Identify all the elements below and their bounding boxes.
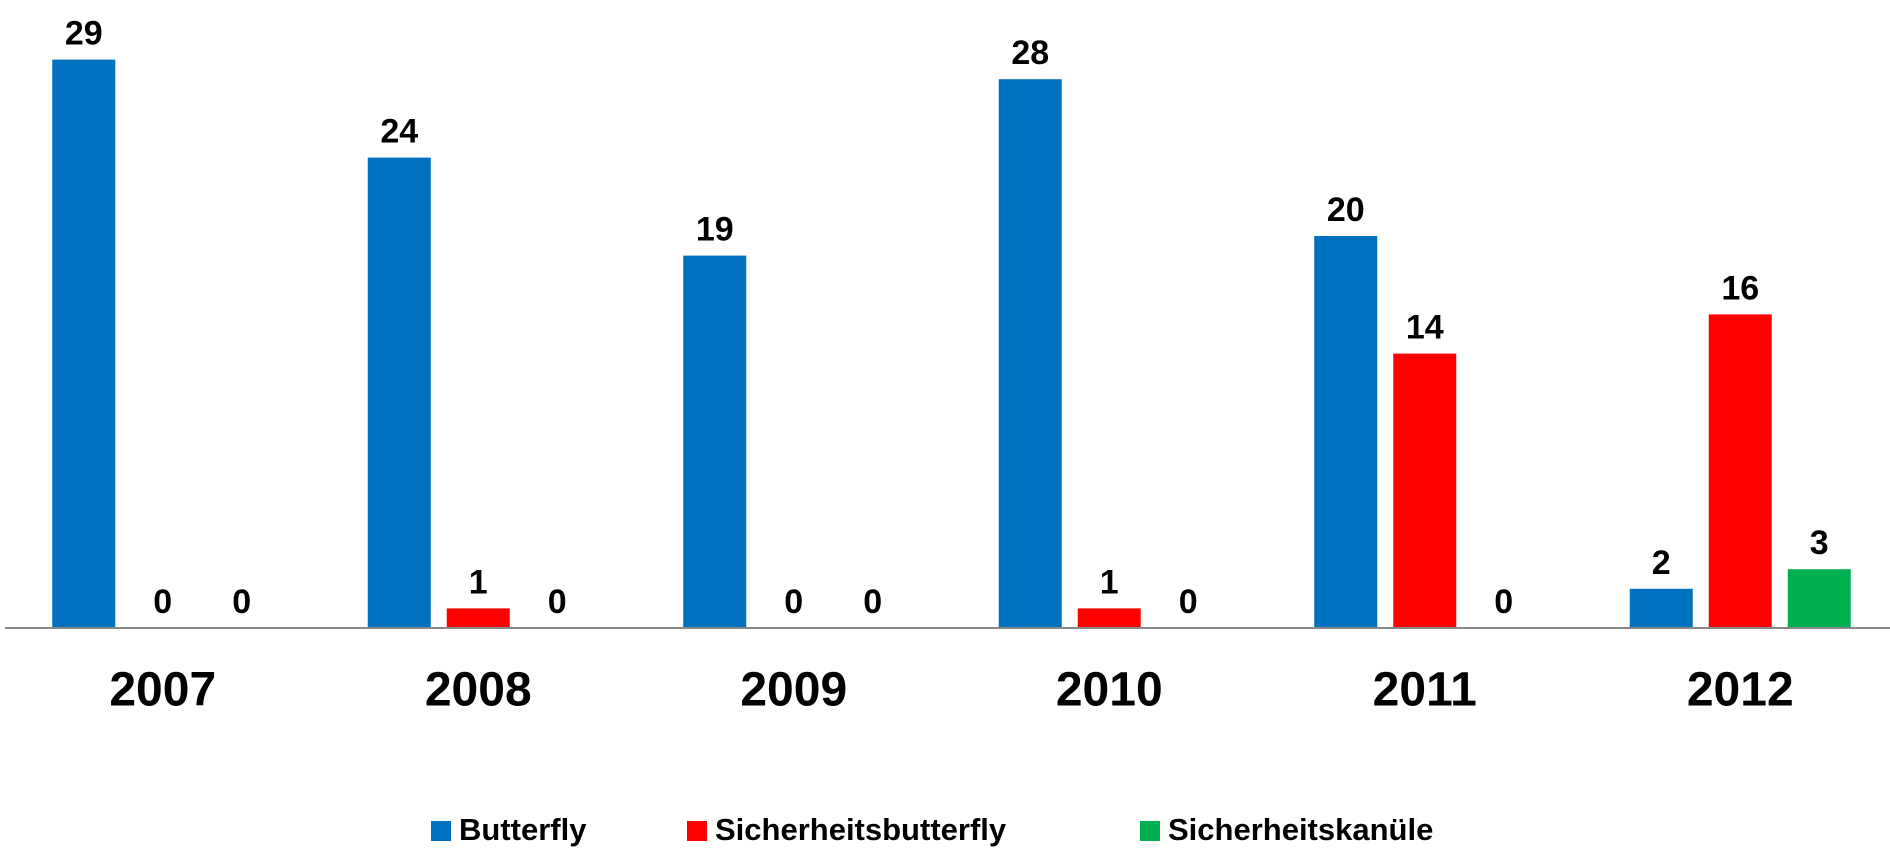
bar — [52, 59, 116, 629]
value-label: 14 — [1406, 309, 1444, 347]
value-label: 16 — [1721, 269, 1759, 307]
value-label: 0 — [232, 583, 251, 621]
bar — [1787, 569, 1851, 628]
value-label: 1 — [1100, 563, 1119, 601]
bar — [1077, 608, 1141, 628]
value-label: 2 — [1652, 544, 1671, 582]
x-tick-label: 2009 — [740, 664, 847, 717]
value-label: 0 — [153, 583, 172, 621]
x-tick-label: 2012 — [1687, 664, 1794, 717]
x-tick-label: 2011 — [1373, 664, 1477, 717]
x-tick-label: 2007 — [109, 664, 216, 717]
value-label: 1 — [469, 563, 488, 601]
x-tick-label: 2008 — [425, 664, 532, 717]
value-label: 29 — [65, 15, 103, 53]
value-label: 0 — [863, 583, 882, 621]
value-label: 20 — [1327, 191, 1365, 229]
bar — [683, 255, 747, 628]
x-tick-label: 2010 — [1056, 664, 1163, 717]
value-label: 28 — [1011, 34, 1049, 72]
legend-swatch — [687, 821, 707, 841]
legend-label: Sicherheitsbutterfly — [715, 812, 1007, 847]
value-label: 3 — [1810, 524, 1829, 562]
value-label: 0 — [784, 583, 803, 621]
bar — [1708, 314, 1772, 628]
value-label: 24 — [380, 113, 418, 151]
legend-swatch — [431, 821, 451, 841]
bar — [1629, 588, 1693, 628]
bar — [1393, 353, 1457, 628]
value-label: 19 — [696, 211, 734, 249]
legend-swatch — [1140, 821, 1160, 841]
legend-label: Sicherheitskanüle — [1168, 812, 1433, 847]
value-label: 0 — [548, 583, 567, 621]
value-label: 0 — [1179, 583, 1198, 621]
bar — [998, 79, 1062, 628]
bar — [446, 608, 510, 628]
bar — [1314, 236, 1378, 628]
value-label: 0 — [1494, 583, 1513, 621]
legend-label: Butterfly — [459, 812, 587, 847]
bar — [367, 157, 431, 628]
